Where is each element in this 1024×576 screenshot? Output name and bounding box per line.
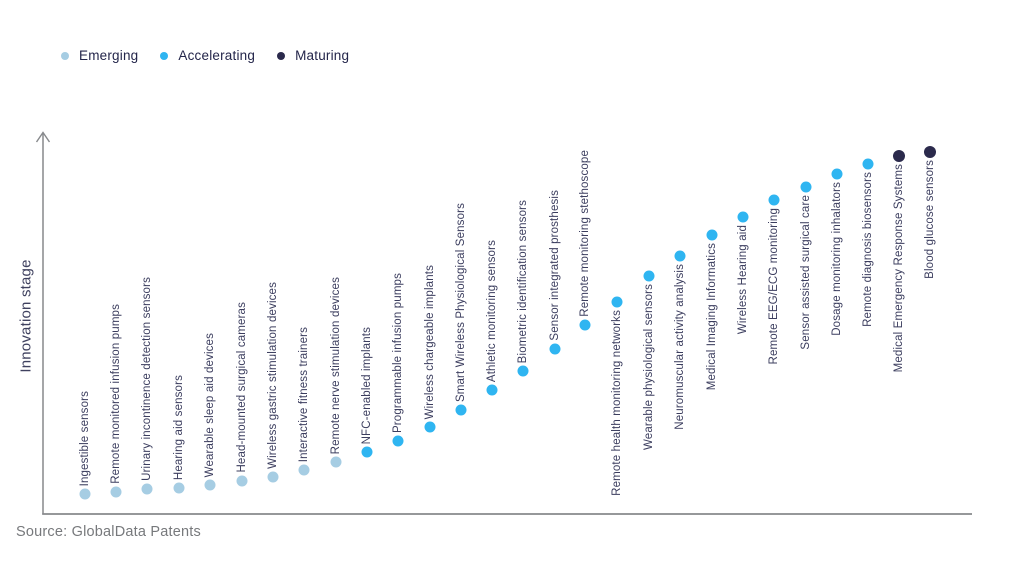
data-point-label: NFC-enabled implants bbox=[361, 326, 373, 444]
data-point-label: Ingestible sensors bbox=[79, 390, 91, 486]
data-point-dot bbox=[674, 250, 686, 262]
legend-dot-icon bbox=[160, 51, 169, 60]
y-axis-label: Innovation stage bbox=[17, 259, 35, 373]
data-point-dot bbox=[611, 296, 623, 308]
legend-item-maturing: Maturing bbox=[277, 48, 349, 63]
data-point-dot bbox=[455, 404, 467, 416]
data-point-label: Remote EEG/ECG monitoring bbox=[768, 208, 780, 365]
data-point-label: Remote monitored infusion pumps bbox=[110, 304, 122, 484]
data-point-dot bbox=[862, 158, 874, 170]
data-point-label: Remote diagnosis biosensors bbox=[862, 172, 874, 327]
legend-label: Accelerating bbox=[178, 48, 256, 63]
data-point-dot bbox=[204, 479, 216, 491]
data-point-label: Medical Emergency Response Systems bbox=[893, 164, 905, 373]
data-point-dot bbox=[424, 421, 436, 433]
data-point-label: Wireless chargeable implants bbox=[424, 264, 436, 419]
legend-label: Emerging bbox=[79, 48, 139, 63]
data-point-dot bbox=[800, 181, 812, 193]
data-point-label: Biometric identification sensors bbox=[517, 199, 529, 363]
data-point-dot bbox=[110, 486, 122, 498]
legend-item-emerging: Emerging bbox=[61, 48, 138, 63]
data-point-dot bbox=[298, 464, 310, 476]
data-point-label: Wearable physiological sensors bbox=[643, 284, 655, 451]
data-point-dot bbox=[79, 488, 91, 500]
data-point-label: Wireless gastric stimulation devices bbox=[267, 282, 279, 469]
data-point-dot bbox=[267, 471, 279, 483]
data-point-label: Urinary incontinence detection sensors bbox=[141, 277, 153, 481]
legend-dot-icon bbox=[61, 51, 69, 60]
y-axis-arrow-icon bbox=[35, 131, 51, 143]
data-point-label: Hearing aid sensors bbox=[173, 374, 185, 480]
data-point-label: Athletic monitoring sensors bbox=[486, 239, 498, 382]
data-point-dot bbox=[361, 446, 373, 458]
data-point-label: Remote monitoring stethoscope bbox=[579, 150, 591, 317]
data-point-label: Smart Wireless Physiological Sensors bbox=[455, 202, 467, 402]
data-point-dot bbox=[330, 456, 342, 468]
data-point-dot bbox=[768, 194, 780, 206]
data-point-dot bbox=[549, 343, 561, 355]
data-point-label: Programmable infusion pumps bbox=[392, 272, 404, 433]
data-point-dot bbox=[392, 435, 404, 447]
data-point-dot bbox=[737, 211, 749, 223]
data-point-label: Sensor integrated prosthesis bbox=[549, 190, 561, 341]
data-point-label: Sensor assisted surgical care bbox=[800, 195, 812, 350]
data-point-dot bbox=[236, 475, 248, 487]
data-point-label: Interactive fitness trainers bbox=[298, 326, 310, 462]
data-point-dot bbox=[579, 319, 591, 331]
data-point-label: Wireless Hearing aid bbox=[737, 225, 749, 335]
data-point-dot bbox=[486, 384, 498, 396]
data-point-dot bbox=[173, 482, 185, 494]
data-point-label: Head-mounted surgical cameras bbox=[236, 302, 248, 473]
data-point-label: Dosage monitoring inhalators bbox=[831, 182, 843, 336]
data-point-label: Wearable sleep aid devices bbox=[204, 332, 216, 477]
legend: Emerging Accelerating Maturing bbox=[61, 48, 349, 63]
legend-item-accelerating: Accelerating bbox=[160, 48, 255, 63]
data-point-dot bbox=[893, 150, 905, 162]
data-point-label: Neuromuscular activity analysis bbox=[674, 264, 686, 430]
data-point-label: Blood glucose sensors bbox=[924, 160, 936, 279]
data-point-label: Remote health monitoring networks bbox=[611, 310, 623, 496]
data-point-label: Remote nerve stimulation devices bbox=[330, 276, 342, 454]
data-point-dot bbox=[924, 146, 936, 158]
legend-label: Maturing bbox=[295, 48, 350, 63]
data-point-dot bbox=[706, 229, 718, 241]
data-point-dot bbox=[831, 168, 843, 180]
data-point-dot bbox=[141, 483, 153, 495]
data-point-label: Medical Imaging Informatics bbox=[706, 243, 718, 391]
legend-dot-icon bbox=[277, 51, 286, 60]
data-point-dot bbox=[517, 365, 529, 377]
source-note: Source: GlobalData Patents bbox=[16, 524, 201, 540]
data-point-dot bbox=[643, 270, 655, 282]
